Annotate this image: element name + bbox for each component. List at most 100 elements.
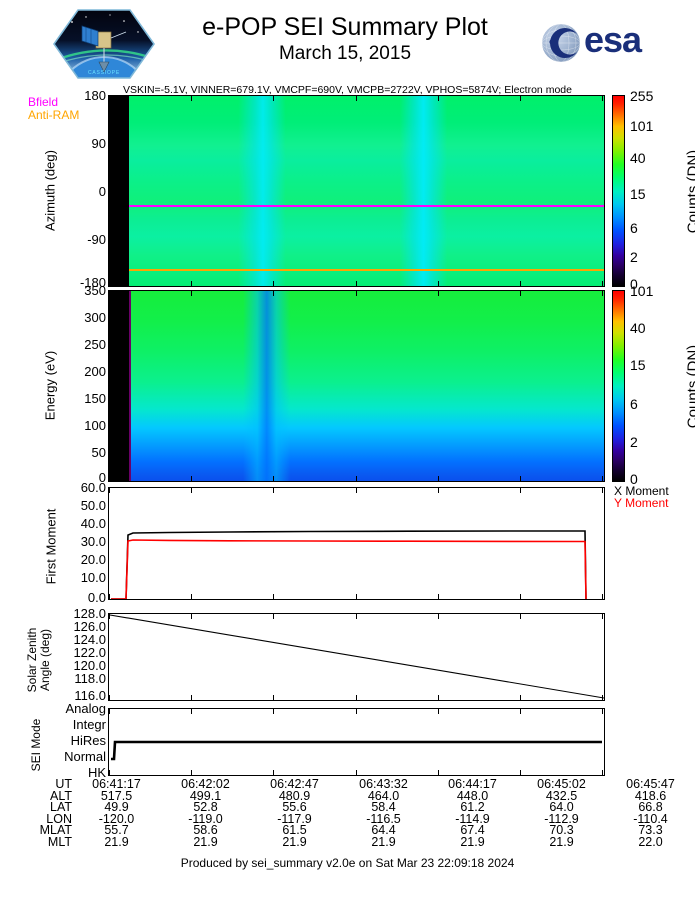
energy-ytick-200: 200 [84,364,106,379]
sei-mode-ytick-hk: HK [87,765,106,780]
axis-tick [191,594,192,599]
axis-tick [356,709,357,714]
axis-tick [356,96,357,101]
alt-value-1: 499.1 [189,788,222,803]
lon-value-1: -119.0 [188,811,223,826]
lon-value-6: -110.4 [633,811,668,826]
axis-tick [602,594,603,599]
mlt-value-0: 21.9 [104,834,129,849]
legend-bfield: Bfield [28,95,58,109]
table-row: ALT 517.5 499.1 480.9 464.0 448.0 432.5 … [0,788,695,803]
energy-ytick-100: 100 [84,418,106,433]
axis-tick [438,695,439,700]
axis-tick [520,96,521,101]
axis-tick [273,695,274,700]
legend-y-moment: Y Moment [614,496,668,510]
table-row: MLAT 55.7 58.6 61.5 64.4 67.4 70.3 73.3 [0,823,695,838]
axis-tick [273,281,274,286]
axis-tick [438,770,439,775]
table-row: LAT 49.9 52.8 55.6 58.4 61.2 64.0 66.8 [0,800,695,815]
axis-tick [356,695,357,700]
axis-tick [109,96,110,101]
azimuth-cbar-label: Counts (DN) [684,149,695,234]
mlat-value-4: 67.4 [460,823,485,838]
footer-text: Produced by sei_summary v2.0e on Sat Mar… [180,856,515,870]
solar-zenith-trace-group [109,614,604,699]
axis-tick [273,291,274,296]
axis-tick [438,291,439,296]
alt-value-5: 432.5 [545,788,578,803]
lat-value-2: 55.6 [282,800,307,815]
axis-tick [109,709,110,714]
anti-ram-trace [129,269,604,271]
axis-tick [109,614,110,619]
axis-tick [273,594,274,599]
azimuth-spectrogram-data [129,96,604,286]
energy-cbar-tick-101: 101 [630,283,654,299]
axis-tick [191,695,192,700]
axis-tick [520,488,521,493]
row-label-lat: LAT [50,800,72,815]
axis-tick [520,291,521,296]
axis-tick [191,281,192,286]
mlt-value-1: 21.9 [193,834,218,849]
axis-tick [191,291,192,296]
axis-tick [356,770,357,775]
mission-patch-text: CASSIOPE [88,70,120,76]
lon-value-3: -116.5 [366,811,401,826]
lat-value-1: 52.8 [193,800,218,815]
azimuth-ytick-n180: -180 [79,275,106,290]
row-label-mlt: MLT [47,834,72,849]
first-moment-ytick-50: 50.0 [80,498,106,513]
table-row: MLT 21.9 21.9 21.9 21.9 21.9 21.9 22.0 [0,834,695,849]
ut-value-4: 06:44:17 [448,777,497,791]
mlat-value-1: 58.6 [193,823,218,838]
alt-value-0: 517.5 [100,788,133,803]
solar-zenith-ytick-128: 128.0 [73,606,106,621]
axis-tick [520,709,521,714]
y-moment-trace [111,539,587,599]
sei-mode-trace [111,740,602,761]
mlat-value-6: 73.3 [638,823,663,838]
axis-tick [520,594,521,599]
energy-cbar-tick-40: 40 [630,320,646,336]
ut-value-5: 06:45:02 [537,777,586,791]
sei-mode-ytick-integr: Integr [72,717,106,732]
alt-value-4: 448.0 [456,788,489,803]
lon-value-4: -114.9 [455,811,490,826]
axis-tick [191,709,192,714]
sei-mode-trace-group [111,740,602,761]
table-row: LON -120.0 -119.0 -117.9 -116.5 -114.9 -… [0,811,695,826]
axis-tick [356,488,357,493]
solar-zenith-plot-area [108,613,605,701]
azimuth-cbar-tick-101: 101 [630,118,654,134]
alt-value-3: 464.0 [367,788,400,803]
title-block: e-POP SEI Summary Plot March 15, 2015 [170,12,520,66]
energy-colorbar [612,290,625,482]
axis-tick [438,614,439,619]
first-moment-traces [111,530,587,599]
page-header: CASSIOPE e-POP SEI Summary Plot March 15… [0,0,695,82]
azimuth-cbar-tick-15: 15 [630,186,646,202]
solar-zenith-ytick-122: 122.0 [73,645,106,660]
sei-mode-panel: SEI Mode Analog Integr HiRes Normal HK [0,702,695,780]
axis-tick [109,291,110,296]
bfield-trace [129,205,604,207]
axis-tick [520,476,521,481]
first-moment-ytick-60: 60.0 [80,480,106,495]
table-row: UT 06:41:17 06:42:02 06:42:47 06:43:32 0… [0,777,695,791]
esa-logo-text: esa [584,19,642,60]
row-label-lon: LON [46,811,72,826]
axis-tick [602,281,603,286]
axis-tick [520,695,521,700]
axis-tick [438,594,439,599]
axis-tick [273,709,274,714]
solar-zenith-ytick-126: 126.0 [73,619,106,634]
legend-x-moment-label: X Moment [614,484,669,498]
mlat-value-2: 61.5 [282,823,307,838]
axis-tick [356,476,357,481]
energy-spectrogram-left-edge [129,291,131,481]
energy-ytick-300: 300 [84,310,106,325]
axis-tick [109,476,110,481]
azimuth-ytick-180: 180 [84,88,106,103]
